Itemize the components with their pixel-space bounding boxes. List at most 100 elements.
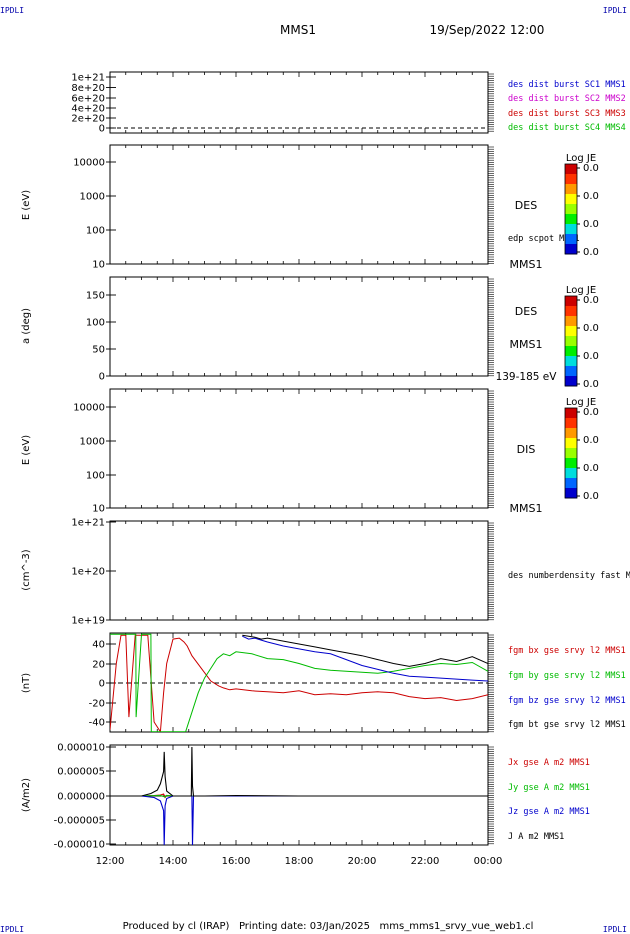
legend-entry: Jx gse A m2 MMS1 (508, 758, 590, 768)
legend-entry: fgm bz gse srvy l2 MMS1 (508, 696, 626, 706)
legend-entry: des dist burst SC2 MMS2 (508, 94, 626, 104)
colorbar-segment (565, 438, 577, 449)
y-tick-label: 1000 (80, 437, 105, 448)
legend-entry: fgm bt gse srvy l2 MMS1 (508, 720, 626, 730)
colorbar-tick-label: 0.0 (583, 219, 599, 230)
y-tick-label: 0.000000 (57, 792, 105, 803)
y-tick-label: 0 (99, 679, 105, 690)
series-line-jz (110, 795, 488, 845)
time-tick-label: 12:00 (96, 856, 125, 867)
y-tick-label: 10 (92, 504, 105, 515)
colorbar-segment (565, 164, 577, 175)
y-tick-label: 100 (86, 226, 105, 237)
colorbar-frame (564, 407, 578, 499)
panel-5: (cm^-3) 1e+21 1e+20 1e+19 des numberdensity … (21, 518, 630, 627)
panel-frame (109, 632, 489, 733)
colorbar-segment (565, 418, 577, 429)
colorbar-tick-label: 0.0 (583, 379, 599, 390)
legend-entry: J A m2 MMS1 (508, 832, 564, 842)
legend-entry: des dist burst SC4 MMS4 (508, 123, 626, 133)
colorbar-segment (565, 428, 577, 439)
y-axis-label: E (eV) (21, 435, 32, 465)
colorbar-tick-label: 0.0 (583, 191, 599, 202)
y-tick-label: 10000 (73, 158, 105, 169)
y-tick-label: 10000 (73, 403, 105, 414)
y-tick-label: 10 (92, 260, 105, 271)
colorbar-segment (565, 346, 577, 357)
y-axis-label: a (deg) (21, 308, 32, 344)
colorbar-segment (565, 478, 577, 489)
colorbar-segment (565, 244, 577, 255)
colorbar-segment (565, 326, 577, 337)
panel-6: (nT) 40 20 0 -20 -40 fgm bx gse srvy l2 MMS1 fg… (21, 632, 626, 733)
corner-label-bottom-right: IPDLI (603, 925, 627, 934)
colorbar-segment (565, 366, 577, 377)
overlay-label: edp scpot MMS1 (508, 234, 580, 244)
colorbar-tick-label: 0.0 (583, 295, 599, 306)
y-tick-label: 0 (99, 372, 105, 383)
colorbar-tick-label: 0.0 (583, 435, 599, 446)
y-tick-label: 2e+20 (71, 114, 105, 125)
colorbar-segment (565, 376, 577, 387)
series-line-bz (242, 635, 488, 682)
y-tick-label: -20 (89, 699, 105, 710)
colorbar-segment (565, 488, 577, 499)
colorbar-tick-label: 0.0 (583, 351, 599, 362)
legend-entry: Jy gse A m2 MMS1 (508, 783, 590, 793)
time-tick-label: 14:00 (159, 856, 188, 867)
colorbar-frame (564, 163, 578, 255)
y-tick-label: 1e+19 (71, 616, 105, 627)
colorbar-title: Log JE (566, 285, 596, 296)
colorbar-segment (565, 234, 577, 245)
y-tick-label: 150 (86, 291, 105, 302)
spacecraft-label: MMS1 (510, 258, 543, 271)
y-axis-label: E (eV) (21, 190, 32, 220)
y-tick-label: 1e+21 (71, 518, 105, 529)
colorbar-segment (565, 468, 577, 479)
colorbar-tick-label: 0.0 (583, 247, 599, 258)
panel-frame (109, 520, 489, 621)
colorbar-segment (565, 296, 577, 307)
colorbar-segment (565, 184, 577, 195)
colorbar-segment (565, 214, 577, 225)
time-tick-label: 22:00 (411, 856, 440, 867)
instrument-label: DIS (517, 443, 536, 456)
colorbar-segment (565, 458, 577, 469)
series-line-j (110, 746, 488, 797)
time-tick-label: 18:00 (285, 856, 314, 867)
colorbar-title: Log JE (566, 397, 596, 408)
colorbar-segment (565, 194, 577, 205)
y-tick-label: -40 (89, 718, 105, 729)
panel-frame (109, 276, 489, 377)
series-line-bt (242, 634, 488, 667)
y-tick-label: 1000 (80, 192, 105, 203)
y-tick-label: 0.000005 (57, 767, 105, 778)
series-line-by (110, 633, 488, 732)
colorbar-tick-label: 0.0 (583, 163, 599, 174)
colorbar-tick-label: 0.0 (583, 463, 599, 474)
y-tick-label: 0.000010 (57, 743, 105, 754)
legend-entry: des dist burst SC1 MMS1 (508, 80, 626, 90)
series-line-bx (110, 634, 488, 732)
y-tick-label: 1e+20 (71, 567, 105, 578)
corner-label-top-left: IPDLI (0, 6, 24, 15)
legend-entry: fgm bx gse srvy l2 MMS1 (508, 646, 626, 656)
spacecraft-label: MMS1 (510, 338, 543, 351)
colorbar-segment (565, 336, 577, 347)
footer-credit: Produced by cl (IRAP) Printing date: 03/… (123, 921, 534, 932)
colorbar-tick-label: 0.0 (583, 407, 599, 418)
series-label: des numberdensity fast M (508, 571, 630, 581)
legend-entry: Jz gse A m2 MMS1 (508, 807, 590, 817)
y-tick-label: 6e+20 (71, 94, 105, 105)
y-tick-label: 40 (92, 640, 105, 651)
y-axis-label: (nT) (21, 673, 32, 693)
legend-entry: des dist burst SC3 MMS3 (508, 109, 626, 119)
colorbar-frame (564, 295, 578, 387)
y-tick-label: 100 (86, 471, 105, 482)
panel-frame (109, 388, 489, 509)
time-tick-label: 00:00 (474, 856, 503, 867)
